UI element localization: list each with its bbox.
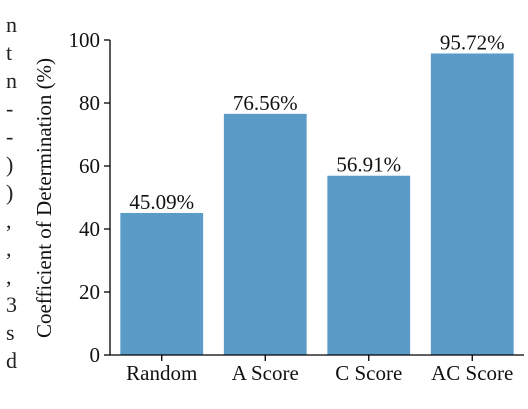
x-tick-label: A Score [232, 361, 299, 385]
x-tick-label: Random [126, 361, 197, 385]
y-tick-label: 20 [79, 280, 100, 304]
data-labels: 45.09% 76.56% 56.91% 95.72% [129, 30, 504, 213]
data-label: 56.91% [336, 153, 401, 177]
y-tick-label: 100 [69, 28, 101, 52]
bar-random [120, 212, 204, 355]
bar-ac-score [430, 53, 514, 356]
y-tick-label: 40 [79, 217, 100, 241]
y-axis-label: Coefficient of Determination (%) [32, 58, 56, 338]
y-axis-ticks: 0 20 40 60 80 100 [69, 28, 110, 367]
bars [120, 53, 514, 356]
x-tick-label: C Score [335, 361, 402, 385]
x-axis-ticks: Random A Score C Score AC Score [126, 355, 513, 385]
data-label: 95.72% [440, 30, 505, 54]
y-tick-label: 0 [90, 343, 101, 367]
y-tick-label: 80 [79, 91, 100, 115]
data-label: 76.56% [233, 91, 298, 115]
cropped-edge-text: n t n - - ) ) , , , 3 s d [6, 12, 17, 373]
y-tick-label: 60 [79, 154, 100, 178]
bar-a-score [223, 113, 307, 355]
data-label: 45.09% [129, 190, 194, 214]
bar-c-score [327, 175, 411, 355]
x-tick-label: AC Score [431, 361, 513, 385]
